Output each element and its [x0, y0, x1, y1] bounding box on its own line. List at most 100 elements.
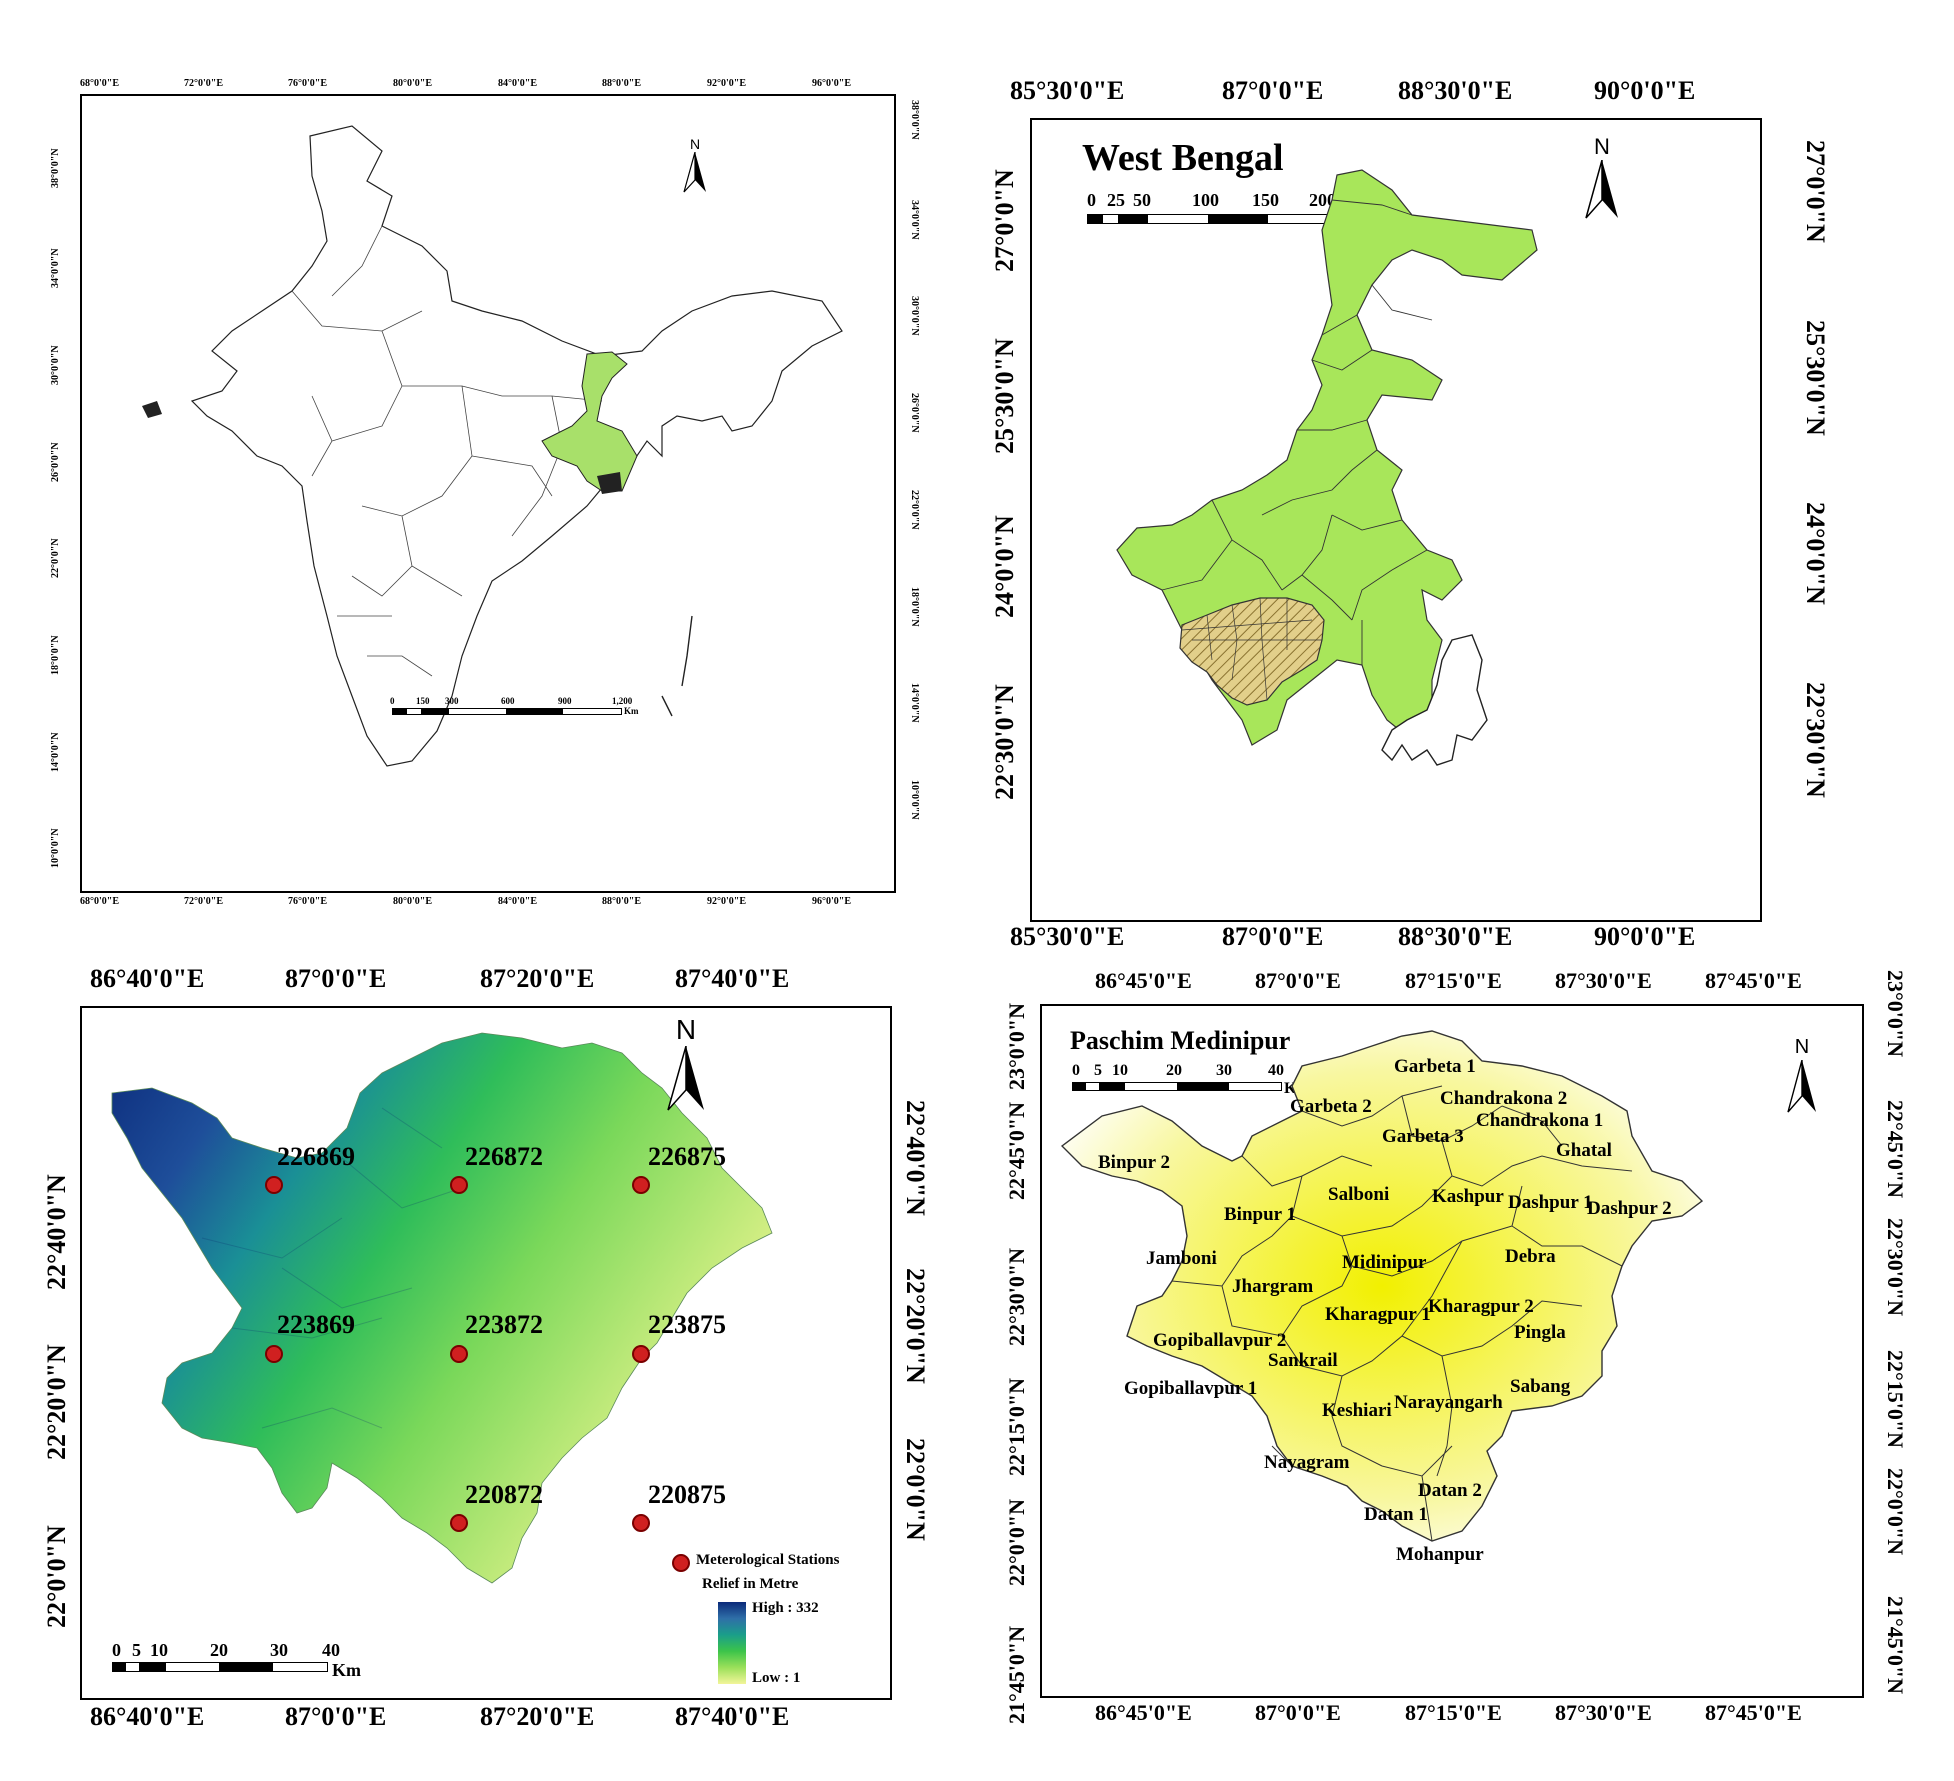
scale-label: 0	[1072, 1062, 1080, 1079]
sundarbans-detail	[597, 472, 622, 494]
pm-north-arrow: N	[1782, 1036, 1822, 1116]
district-boundaries	[1161, 199, 1433, 665]
lat-tick: 22°0'0"N	[50, 538, 61, 578]
scale-label: 40	[1268, 1062, 1284, 1079]
lat-tick: 22°15'0"N	[1883, 1350, 1908, 1449]
lat-tick: 22°15'0"N	[1004, 1377, 1029, 1476]
station-label: 226875	[648, 1142, 726, 1171]
lon-tick: 87°0'0"E	[285, 964, 387, 993]
lat-tick: 27°0'0"N	[990, 169, 1019, 272]
scale-label: 10	[150, 1640, 168, 1660]
gujarat-coast-detail	[142, 401, 162, 418]
lat-tick: 21°45'0"N	[1004, 1625, 1029, 1724]
north-label: N	[1594, 134, 1610, 159]
lon-tick: 87°20'0"E	[480, 964, 595, 993]
lon-tick: 87°15'0"E	[1405, 1700, 1502, 1725]
lat-tick: 22°30'0"N	[1883, 1218, 1908, 1317]
lon-tick: 87°45'0"E	[1705, 968, 1802, 993]
lat-tick: 26°0'0"N	[909, 393, 920, 433]
scale-label: 20	[210, 1640, 228, 1660]
block-label: Garbeta 2	[1290, 1096, 1372, 1117]
station-label: 226869	[277, 1142, 355, 1171]
station-label: 223872	[465, 1310, 543, 1339]
lat-tick: 18°0'0"N	[909, 587, 920, 627]
paschim-medinipur-boundary	[1060, 1030, 1704, 1542]
scale-label: 600	[501, 696, 515, 706]
block-label: Salboni	[1328, 1184, 1390, 1205]
india-scale-bar: 0 150 300 600 900 1,200 Km	[390, 696, 682, 726]
lon-tick: 88°0'0"E	[602, 896, 641, 907]
scale-label: 40	[322, 1640, 340, 1660]
block-label: Sabang	[1510, 1376, 1571, 1397]
andaman-islands	[661, 615, 693, 717]
lon-tick: 87°0'0"E	[1222, 76, 1324, 105]
lon-tick: 90°0'0"E	[1594, 922, 1696, 951]
lon-tick: 72°0'0"E	[184, 896, 223, 907]
station-label: 223875	[648, 1310, 726, 1339]
station-marker	[450, 1514, 468, 1532]
lat-tick: 14°0'0"N	[909, 683, 920, 723]
scale-label: 150	[416, 696, 430, 706]
block-label: Jamboni	[1146, 1248, 1217, 1269]
wb-north-arrow: N	[1580, 134, 1624, 224]
station-label: 220875	[648, 1480, 726, 1509]
scale-label: 200	[1309, 190, 1336, 210]
lat-tick: 23°0'0"N	[1004, 1002, 1029, 1090]
lat-tick: 14°0'0"N	[50, 732, 61, 772]
lon-tick: 87°40'0"E	[675, 964, 790, 993]
block-label: Jhargram	[1232, 1276, 1314, 1297]
lon-tick: 85°30'0"E	[1010, 76, 1125, 105]
lon-tick: 88°30'0"E	[1398, 76, 1513, 105]
block-label: Chandrakona 1	[1476, 1110, 1604, 1131]
india-outline	[190, 125, 843, 767]
lat-tick: 25°30'0"N	[990, 338, 1019, 454]
lon-tick: 87°15'0"E	[1405, 968, 1502, 993]
lat-tick: 30°0'0"N	[50, 345, 61, 385]
block-label: Garbeta 3	[1382, 1126, 1464, 1147]
lon-tick: 85°30'0"E	[1010, 922, 1125, 951]
block-label: Datan 1	[1364, 1504, 1428, 1525]
drainage-texture	[201, 1107, 463, 1429]
block-label: Keshiari	[1322, 1400, 1392, 1421]
scale-label: 5	[132, 1640, 141, 1660]
lat-tick: 21°45'0"N	[1883, 1596, 1908, 1695]
lat-tick: 27°0'0"N	[1801, 140, 1830, 243]
lat-tick: 34°0'0"N	[909, 200, 920, 240]
lat-tick: 22°0'0"N	[1883, 1468, 1908, 1556]
lat-tick: 22°0'0"N	[1004, 1498, 1029, 1586]
scale-label: 0	[1087, 190, 1096, 210]
lat-tick: 23°0'0"N	[1883, 970, 1908, 1058]
india-map-svg	[142, 125, 843, 767]
lat-tick: 24°0'0"N	[1801, 502, 1830, 605]
legend-relief-ramp	[718, 1602, 746, 1684]
lon-tick: 87°30'0"E	[1555, 1700, 1652, 1725]
block-label: Pingla	[1514, 1322, 1566, 1343]
lon-tick: 87°20'0"E	[480, 1702, 595, 1731]
block-label: Gopiballavpur 2	[1153, 1330, 1287, 1351]
legend-low: Low : 1	[752, 1670, 801, 1686]
lat-tick: 30°0'0"N	[909, 296, 920, 336]
lon-tick: 92°0'0"E	[707, 896, 746, 907]
north-arrow-icon	[683, 152, 706, 193]
lat-tick: 38°0'0"N	[50, 148, 61, 188]
lat-tick: 22°30'0"N	[990, 684, 1019, 800]
scale-label: 0	[112, 1640, 121, 1660]
scale-graphic	[1087, 214, 1329, 224]
block-label: Datan 2	[1418, 1480, 1482, 1501]
block-label: Dashpur 2	[1587, 1198, 1672, 1219]
lon-tick: 92°0'0"E	[707, 78, 746, 89]
wb-map-title: West Bengal	[1082, 137, 1284, 179]
station-marker	[632, 1176, 650, 1194]
pm-map-svg	[1060, 1030, 1704, 1542]
lat-tick: 22°20'0"N	[42, 1344, 71, 1460]
block-label: Gopiballavpur 1	[1124, 1378, 1258, 1399]
lon-tick: 96°0'0"E	[812, 78, 851, 89]
state-boundaries	[291, 225, 603, 677]
lon-tick: 84°0'0"E	[498, 896, 537, 907]
scale-graphic	[392, 708, 622, 715]
west-bengal-map-panel: 85°30'0"E 87°0'0"E 88°30'0"E 90°0'0"E We…	[990, 70, 1850, 951]
scale-label: 30	[1216, 1062, 1232, 1079]
lon-tick: 76°0'0"E	[288, 78, 327, 89]
station-marker	[265, 1176, 283, 1194]
block-label: Nayagram	[1264, 1452, 1350, 1473]
